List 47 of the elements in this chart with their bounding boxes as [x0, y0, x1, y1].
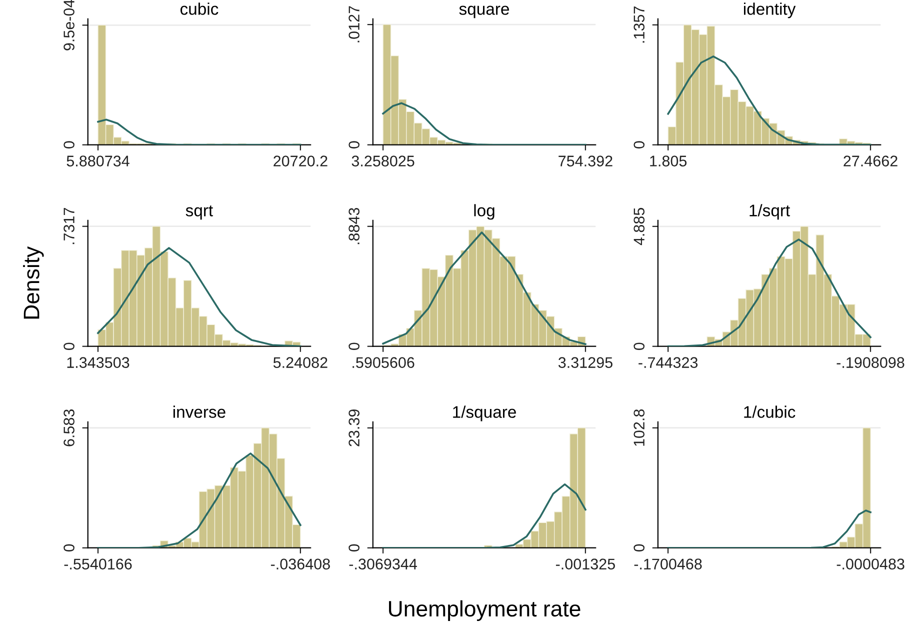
- y-tick-label: .0127: [348, 6, 360, 42]
- chart-title: inverse: [173, 406, 226, 418]
- chart-title: square: [459, 6, 509, 18]
- y-tick-label: .7317: [64, 208, 74, 244]
- x-tick-label: 3.31295: [558, 357, 612, 368]
- y-tick-label: 0: [348, 342, 360, 350]
- y-tick-label: 0: [348, 544, 360, 552]
- x-tick-label: 1.343503: [67, 357, 130, 368]
- x-tick-label: -.1700468: [634, 558, 702, 570]
- x-tick-label: 1.805: [650, 156, 687, 166]
- x-tick-label: 754.392: [558, 156, 612, 166]
- x-tick-label: -.744323: [638, 357, 698, 368]
- y-tick-label: 0: [634, 141, 645, 148]
- x-tick-label: 3.258025: [352, 156, 414, 166]
- y-tick-label: .8843: [348, 208, 360, 244]
- y-tick-label: 6.583: [64, 409, 74, 446]
- x-tick-label: -.3069344: [349, 558, 417, 570]
- chart-title: log: [474, 204, 494, 220]
- x-axis-title: Unemployment rate: [389, 600, 580, 622]
- y-tick-label: .1357: [634, 6, 645, 43]
- y-tick-label: 102.8: [634, 409, 645, 446]
- x-tick-label: 5.880734: [66, 156, 130, 166]
- y-tick-label: 0: [348, 141, 360, 148]
- x-tick-label: 27.4662: [844, 156, 898, 166]
- y-tick-label: 0: [634, 342, 645, 350]
- y-tick-label: 23.39: [348, 410, 360, 446]
- y-tick-label: 0: [64, 141, 74, 148]
- y-tick-label: 4.885: [634, 208, 645, 246]
- chart-title: identity: [744, 2, 796, 18]
- x-tick-label: .5905606: [352, 357, 414, 368]
- chart-title: 1/square: [453, 406, 516, 422]
- y-tick-label: 0: [64, 342, 74, 350]
- x-tick-label: -.036408: [270, 558, 330, 570]
- chart-title: 1/sqrt: [750, 204, 790, 220]
- y-tick-label: 9.5e-04: [64, 0, 74, 50]
- x-tick-label: 20720.2: [274, 156, 328, 166]
- y-tick-label: 0: [634, 544, 645, 552]
- x-tick-label: -.5540166: [64, 558, 132, 570]
- y-axis-title: Density: [23, 246, 44, 319]
- chart-title: sqrt: [186, 205, 213, 220]
- chart-title: cubic: [180, 2, 218, 15]
- x-tick-label: -.1908098: [836, 357, 904, 368]
- x-tick-label: 5.24082: [273, 357, 328, 368]
- y-tick-label: 0: [64, 544, 74, 552]
- x-tick-label: -.0000483: [836, 558, 904, 570]
- chart-title: 1/cubic: [744, 406, 796, 418]
- x-tick-label: -.001325: [556, 558, 615, 570]
